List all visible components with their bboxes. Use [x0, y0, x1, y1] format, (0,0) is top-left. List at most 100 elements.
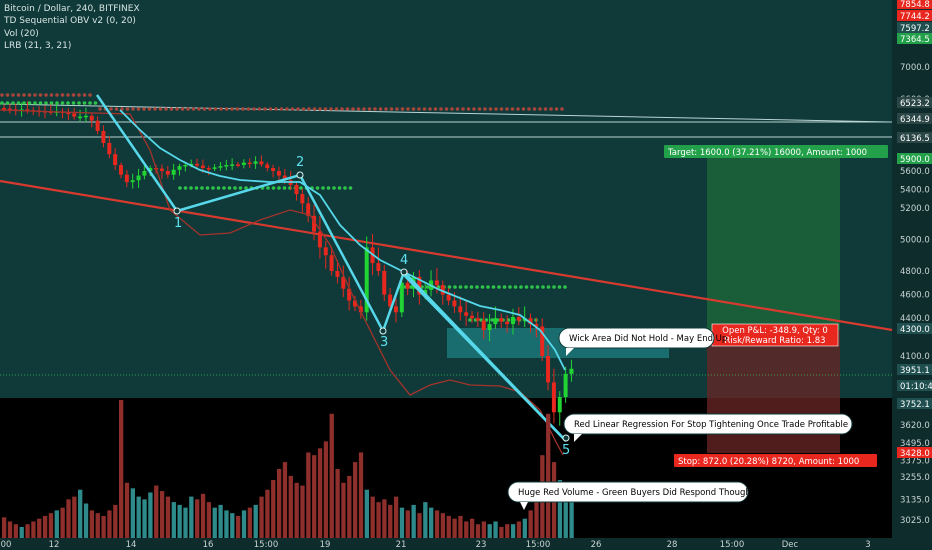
td-dot-green	[497, 285, 501, 289]
td-dot-green	[490, 318, 494, 322]
volume-bar	[48, 513, 54, 538]
volume-bar	[335, 469, 340, 538]
target-label: Target: 1600.0 (37.21%) 16000, Amount: 1…	[667, 148, 867, 158]
td-dot-red	[543, 107, 548, 111]
td-dot-red	[202, 107, 207, 111]
volume-bar	[376, 502, 381, 538]
candle-body	[528, 318, 533, 325]
td-dot-green	[315, 186, 320, 190]
td-dot-red	[186, 107, 190, 111]
td-dot-green	[453, 285, 457, 289]
td-dot-red	[351, 107, 355, 111]
td-dot-red	[483, 107, 487, 111]
td-dot-red	[538, 107, 542, 111]
y-tick-label: 4600.0	[900, 291, 930, 301]
td-dot-red	[285, 107, 289, 111]
y-tick-label: 4400.0	[900, 314, 930, 324]
price-tag	[897, 153, 932, 164]
volume-bar	[300, 485, 305, 538]
annotation-callout	[563, 413, 853, 435]
td-dot-red	[16, 93, 21, 97]
td-dot-green	[49, 101, 54, 105]
candle-body	[107, 143, 112, 155]
candle-body	[66, 112, 71, 115]
td-dot-green	[77, 101, 81, 105]
td-dot-red	[82, 93, 87, 97]
td-dot-red	[290, 107, 295, 111]
price-tag-label: 6136.5	[900, 134, 930, 144]
candle-body	[124, 174, 129, 183]
td-dot-green	[469, 285, 474, 289]
td-dot-green	[480, 285, 485, 289]
td-dot-green	[288, 186, 292, 190]
candle-body	[177, 166, 182, 170]
candle-body	[200, 165, 205, 168]
td-dot-green	[321, 186, 325, 190]
volume-bar	[329, 413, 334, 538]
td-dot-red	[345, 107, 350, 111]
candle-body	[259, 161, 264, 165]
candle-body	[510, 317, 515, 325]
volume-bar	[370, 496, 375, 538]
candle-body	[306, 203, 311, 216]
candle-body	[89, 115, 94, 121]
volume-bar	[241, 510, 247, 538]
td-dot-red	[71, 93, 76, 97]
candle-body	[142, 171, 147, 176]
annotation-pointer	[566, 348, 574, 356]
td-dot-red	[488, 107, 493, 111]
descending-resistance-line	[0, 103, 893, 123]
td-dot-green	[22, 101, 26, 105]
candle-body	[493, 318, 498, 325]
candle-body	[516, 317, 521, 321]
volume-bar	[358, 452, 364, 538]
wave-label: 2	[296, 155, 304, 170]
target-label-box	[664, 145, 888, 158]
candle-body	[83, 115, 88, 118]
candle-body	[189, 163, 194, 166]
price-tag-label: 3428.0	[900, 449, 930, 459]
wave-point	[400, 268, 408, 276]
volume-bar	[288, 475, 293, 538]
volume-bar	[212, 507, 217, 538]
td-dot-red	[22, 93, 26, 97]
candle-body	[446, 294, 451, 301]
price-tag	[897, 22, 932, 33]
volume-bar	[66, 499, 71, 538]
candle-body	[487, 324, 492, 330]
volume-bar	[154, 485, 159, 538]
td-dot-red	[318, 107, 322, 111]
td-dot-red	[11, 93, 15, 97]
candle-body	[247, 162, 252, 165]
volume-bar	[265, 489, 270, 538]
annotation-pointer	[574, 434, 582, 442]
price-tag	[897, 10, 932, 21]
price-tag	[897, 447, 932, 458]
td-dot-green	[82, 101, 87, 105]
td-dot-red	[98, 107, 102, 111]
td-dot-green	[205, 186, 210, 190]
td-dot-red	[153, 107, 157, 111]
td-dot-red	[373, 107, 377, 111]
td-dot-green	[71, 101, 76, 105]
td-dot-red	[5, 93, 10, 97]
td-dot-green	[5, 101, 10, 105]
pnl-label: Open P&L: -348.9, Qty: 0	[722, 326, 828, 336]
td-dot-red	[241, 107, 245, 111]
td-dot-green	[541, 285, 545, 289]
candle-body	[499, 318, 504, 322]
volume-bar	[563, 485, 568, 538]
wave-label: 1	[174, 216, 182, 231]
volume-bar	[148, 492, 153, 538]
volume-bar	[13, 524, 18, 538]
volume-bar	[72, 496, 77, 538]
td-dot-green	[524, 285, 529, 289]
volume-bar	[42, 515, 48, 538]
candle-body	[212, 167, 217, 169]
y-tick-label: 4800.0	[900, 267, 930, 277]
volume-bar	[89, 510, 95, 538]
candle-body	[341, 276, 346, 289]
volume-bar	[206, 502, 212, 538]
td-dot-red	[455, 107, 460, 111]
